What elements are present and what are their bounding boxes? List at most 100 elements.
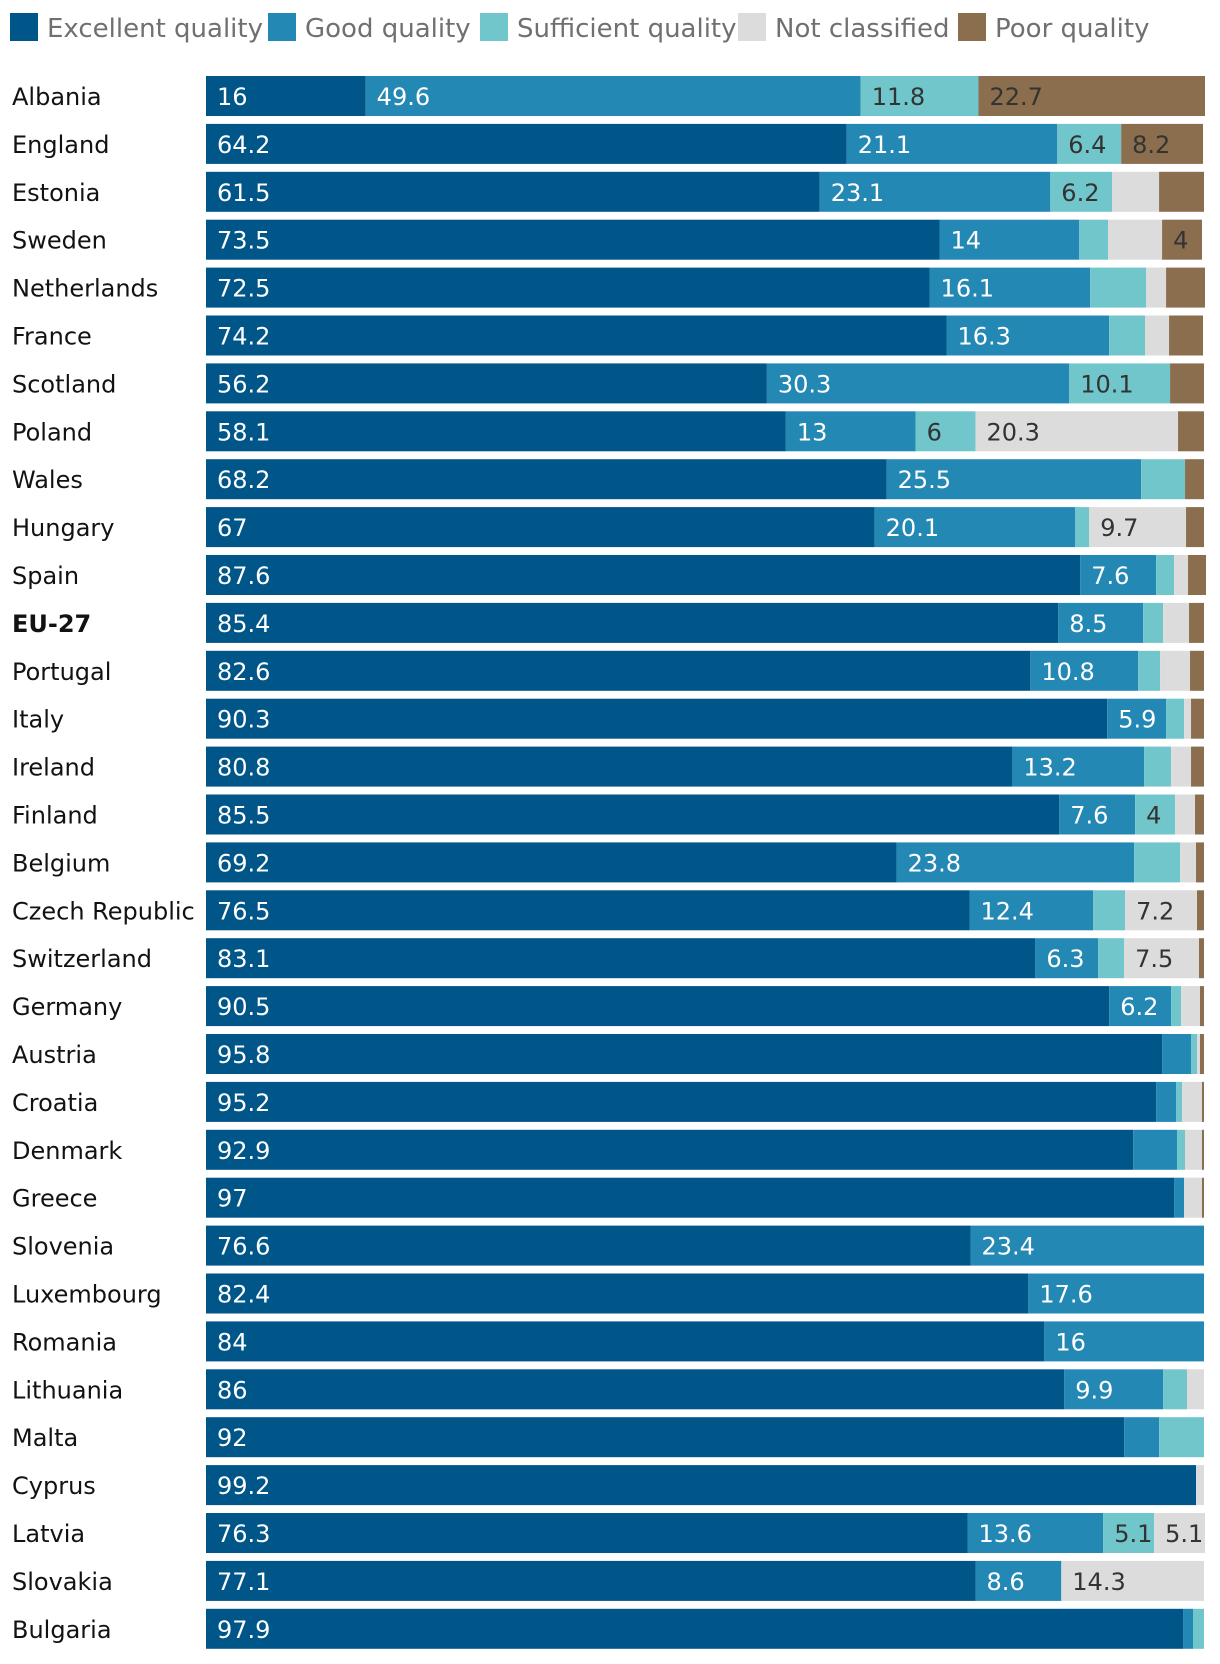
bar-eu-27-excellent	[206, 602, 1059, 643]
bar-denmark-sufficient	[1177, 1129, 1186, 1170]
bar-france-poor	[1169, 315, 1203, 356]
bar-france-sufficient	[1109, 315, 1146, 356]
bar-hungary-excellent	[206, 507, 875, 548]
bar-denmark-not_classified	[1185, 1129, 1203, 1170]
data-label-ireland-excellent: 80.8	[217, 754, 270, 782]
data-label-netherlands-good: 16.1	[941, 275, 994, 303]
legend-label-poor: Poor quality	[995, 14, 1149, 44]
bar-latvia-not_classified	[1154, 1513, 1205, 1553]
bar-germany-poor	[1200, 986, 1204, 1027]
bar-denmark-poor	[1202, 1129, 1204, 1170]
bar-czech-republic-excellent	[206, 890, 970, 931]
row-label-slovenia: Slovenia	[12, 1233, 114, 1261]
data-label-finland-good: 7.6	[1070, 802, 1108, 830]
bar-czech-republic-good	[969, 890, 1094, 931]
data-label-germany-good: 6.2	[1120, 993, 1158, 1021]
row-label-eu-27: EU-27	[12, 610, 91, 638]
bar-slovakia-good	[975, 1560, 1062, 1601]
data-label-belgium-excellent: 69.2	[217, 849, 270, 877]
bar-lithuania-sufficient	[1163, 1369, 1188, 1410]
data-label-spain-good: 7.6	[1091, 562, 1129, 590]
row-label-france: France	[12, 323, 92, 351]
data-label-england-sufficient: 6.4	[1068, 131, 1106, 159]
data-label-denmark-excellent: 92.9	[217, 1137, 270, 1165]
data-label-albania-poor: 22.7	[989, 83, 1042, 111]
bar-finland-not_classified	[1175, 794, 1196, 835]
data-label-portugal-excellent: 82.6	[217, 658, 270, 686]
bar-slovenia-good	[970, 1225, 1204, 1266]
bar-luxembourg-excellent	[206, 1273, 1029, 1314]
legend-label-good: Good quality	[305, 14, 471, 44]
legend-swatch-poor	[958, 13, 986, 41]
bar-eu-27-poor	[1189, 602, 1204, 643]
bar-portugal-sufficient	[1138, 650, 1161, 691]
bar-croatia-sufficient	[1176, 1081, 1183, 1122]
data-label-belgium-good: 23.8	[908, 849, 961, 877]
bar-wales-good	[886, 459, 1142, 500]
bar-bulgaria-sufficient	[1193, 1608, 1204, 1649]
data-label-slovakia-excellent: 77.1	[217, 1568, 270, 1596]
data-label-slovakia-not_classified: 14.3	[1072, 1568, 1125, 1596]
row-label-belgium: Belgium	[12, 849, 110, 877]
bar-malta-excellent	[206, 1417, 1125, 1458]
bar-denmark-excellent	[206, 1129, 1134, 1170]
bar-wales-excellent	[206, 459, 887, 500]
row-label-latvia: Latvia	[12, 1520, 85, 1548]
bar-slovenia-excellent	[206, 1225, 971, 1266]
data-label-finland-excellent: 85.5	[217, 802, 270, 830]
bar-france-not_classified	[1145, 315, 1170, 356]
bar-italy-not_classified	[1184, 698, 1192, 739]
data-label-ireland-good: 13.2	[1023, 754, 1076, 782]
bar-slovakia-not_classified	[1061, 1560, 1204, 1601]
bar-italy-excellent	[206, 698, 1108, 739]
data-label-sweden-poor: 4	[1173, 227, 1188, 255]
bar-switzerland-excellent	[206, 938, 1036, 979]
bar-scotland-sufficient	[1069, 363, 1171, 404]
data-label-romania-excellent: 84	[217, 1328, 248, 1356]
bar-ireland-sufficient	[1144, 746, 1172, 787]
bar-switzerland-sufficient	[1098, 938, 1125, 979]
bar-slovakia-excellent	[206, 1560, 976, 1601]
bar-sweden-good	[939, 219, 1080, 260]
bar-croatia-excellent	[206, 1081, 1157, 1122]
data-label-spain-excellent: 87.6	[217, 562, 270, 590]
row-label-czech-republic: Czech Republic	[12, 897, 195, 925]
data-label-slovenia-excellent: 76.6	[217, 1233, 270, 1261]
row-label-portugal: Portugal	[12, 658, 111, 686]
bar-sweden-excellent	[206, 219, 940, 260]
bar-portugal-not_classified	[1160, 650, 1191, 691]
data-label-italy-good: 5.9	[1118, 706, 1156, 734]
data-label-wales-excellent: 68.2	[217, 466, 270, 494]
data-label-estonia-good: 23.1	[831, 179, 884, 207]
legend-swatch-not_classified	[738, 13, 766, 41]
row-label-croatia: Croatia	[12, 1089, 98, 1117]
data-label-czech-republic-not_classified: 7.2	[1136, 897, 1174, 925]
data-label-latvia-not_classified: 5.1	[1165, 1520, 1203, 1548]
data-label-hungary-good: 20.1	[886, 514, 939, 542]
bar-croatia-good	[1156, 1081, 1177, 1122]
bar-switzerland-poor	[1199, 938, 1204, 979]
row-label-luxembourg: Luxembourg	[12, 1281, 162, 1309]
bar-spain-poor	[1188, 555, 1206, 595]
legend-swatch-excellent	[10, 13, 38, 41]
bar-netherlands-sufficient	[1090, 267, 1147, 308]
bar-austria-not_classified	[1197, 1034, 1200, 1074]
bar-finland-good	[1059, 794, 1136, 835]
bar-eu-27-sufficient	[1143, 602, 1164, 643]
bar-estonia-poor	[1159, 171, 1204, 212]
bar-estonia-excellent	[206, 171, 820, 212]
bar-romania-excellent	[206, 1321, 1045, 1362]
row-label-lithuania: Lithuania	[12, 1376, 123, 1404]
data-label-wales-good: 25.5	[898, 466, 951, 494]
bar-italy-good	[1107, 698, 1167, 739]
bar-italy-sufficient	[1166, 698, 1185, 739]
data-label-albania-sufficient: 11.8	[872, 83, 925, 111]
data-label-poland-good: 13	[797, 418, 828, 446]
bar-ireland-poor	[1191, 746, 1204, 787]
data-label-hungary-excellent: 67	[217, 514, 248, 542]
bar-ireland-excellent	[206, 746, 1013, 787]
bar-greece-excellent	[206, 1177, 1175, 1218]
bar-portugal-poor	[1190, 650, 1204, 691]
data-label-france-excellent: 74.2	[217, 323, 270, 351]
bar-england-poor	[1121, 123, 1204, 164]
